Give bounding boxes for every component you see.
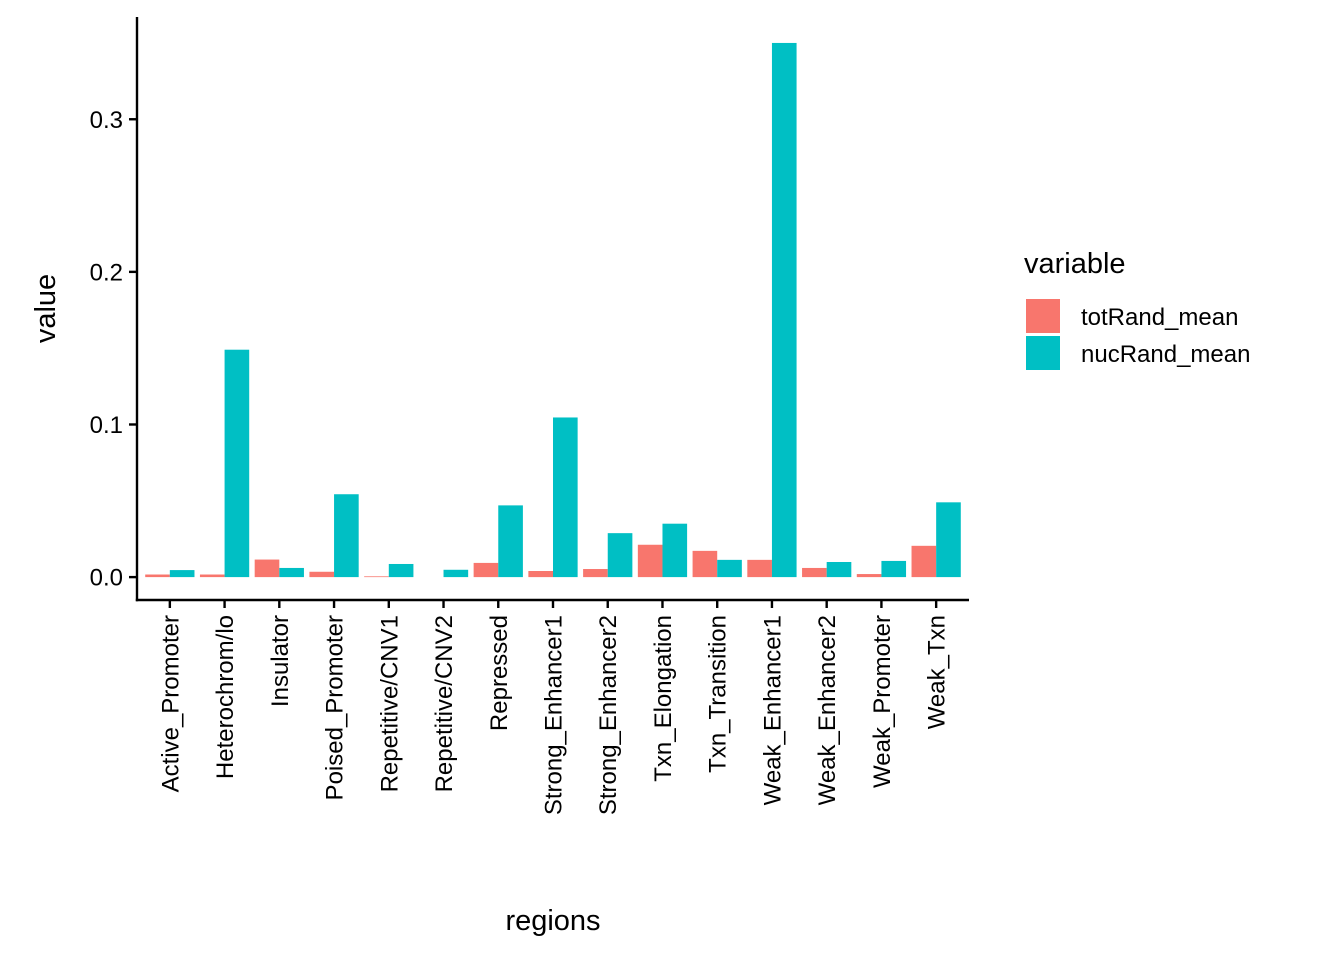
bar-nucRand_mean-0	[169, 570, 195, 578]
legend-label-nucRand_mean: nucRand_mean	[1081, 341, 1250, 368]
x-tick-label: Poised_Promoter	[322, 615, 349, 800]
bars-layer	[145, 42, 961, 578]
x-tick-label: Strong_Enhancer1	[541, 615, 568, 815]
x-ticks: Active_Promoter Heterochrom/lo Insulator Po…	[157, 600, 951, 815]
bar-totRand_mean-4	[364, 576, 389, 578]
bar-totRand_mean-9	[637, 544, 663, 578]
bar-nucRand_mean-10	[717, 559, 742, 578]
bar-totRand_mean-0	[145, 574, 170, 578]
bar-totRand_mean-3	[309, 571, 335, 578]
bar-nucRand_mean-4	[388, 563, 414, 578]
bar-totRand_mean-1	[199, 574, 225, 578]
y-tick-label: 0.2	[90, 259, 123, 286]
bar-totRand_mean-12	[802, 567, 827, 578]
bar-totRand_mean-8	[583, 569, 608, 578]
bar-nucRand_mean-3	[334, 494, 359, 578]
bar-nucRand_mean-1	[224, 349, 250, 578]
bar-nucRand_mean-8	[607, 533, 633, 578]
y-tick-label: 0.1	[90, 412, 123, 439]
bar-totRand_mean-13	[856, 574, 882, 578]
bar-nucRand_mean-13	[881, 560, 907, 578]
x-tick-label: Active_Promoter	[157, 615, 184, 792]
legend-label-totRand_mean: totRand_mean	[1081, 304, 1238, 331]
bar-nucRand_mean-7	[553, 417, 578, 578]
x-tick-label: Weak_Enhancer1	[759, 615, 786, 805]
axes-layer: 0.0 0.1 0.2 0.3 Active_Promoter Heterochrom/…	[90, 17, 969, 815]
bar-totRand_mean-14	[911, 545, 937, 578]
y-tick-label: 0.3	[90, 107, 123, 134]
x-tick-label: Txn_Elongation	[650, 615, 677, 782]
x-tick-label: Strong_Enhancer2	[595, 615, 622, 815]
legend: variable totRand_mean nucRand_mean	[1024, 248, 1250, 370]
bar-totRand_mean-2	[254, 559, 280, 578]
bar-nucRand_mean-5	[443, 569, 469, 578]
x-tick-label: Txn_Transition	[705, 615, 732, 773]
bar-nucRand_mean-2	[279, 567, 304, 578]
x-axis-title: regions	[505, 905, 600, 937]
x-tick-label: Repetitive/CNV1	[376, 615, 403, 792]
bar-totRand_mean-7	[528, 571, 553, 578]
bar-nucRand_mean-14	[936, 502, 961, 578]
legend-title: variable	[1024, 248, 1126, 280]
bar-nucRand_mean-6	[498, 505, 523, 578]
legend-swatch-totRand_mean	[1026, 299, 1060, 333]
legend-items: totRand_mean nucRand_mean	[1026, 299, 1250, 370]
x-tick-label: Heterochrom/lo	[212, 615, 239, 779]
bar-nucRand_mean-9	[662, 523, 688, 578]
x-tick-label: Repressed	[486, 615, 513, 731]
legend-swatch-nucRand_mean	[1026, 336, 1060, 370]
x-tick-label: Weak_Enhancer2	[814, 615, 841, 805]
y-ticks: 0.0 0.1 0.2 0.3	[90, 107, 137, 592]
x-tick-label: Weak_Promoter	[869, 615, 896, 788]
x-tick-label: Insulator	[267, 615, 294, 707]
x-tick-label: Weak_Txn	[924, 615, 951, 729]
y-axis-title: value	[30, 274, 62, 343]
bar-nucRand_mean-12	[826, 561, 852, 578]
bar-totRand_mean-10	[692, 550, 718, 578]
y-tick-label: 0.0	[90, 565, 123, 592]
bar-nucRand_mean-11	[771, 42, 797, 578]
x-tick-label: Repetitive/CNV2	[431, 615, 458, 792]
bar-totRand_mean-11	[747, 559, 772, 578]
bar-totRand_mean-6	[473, 562, 499, 578]
